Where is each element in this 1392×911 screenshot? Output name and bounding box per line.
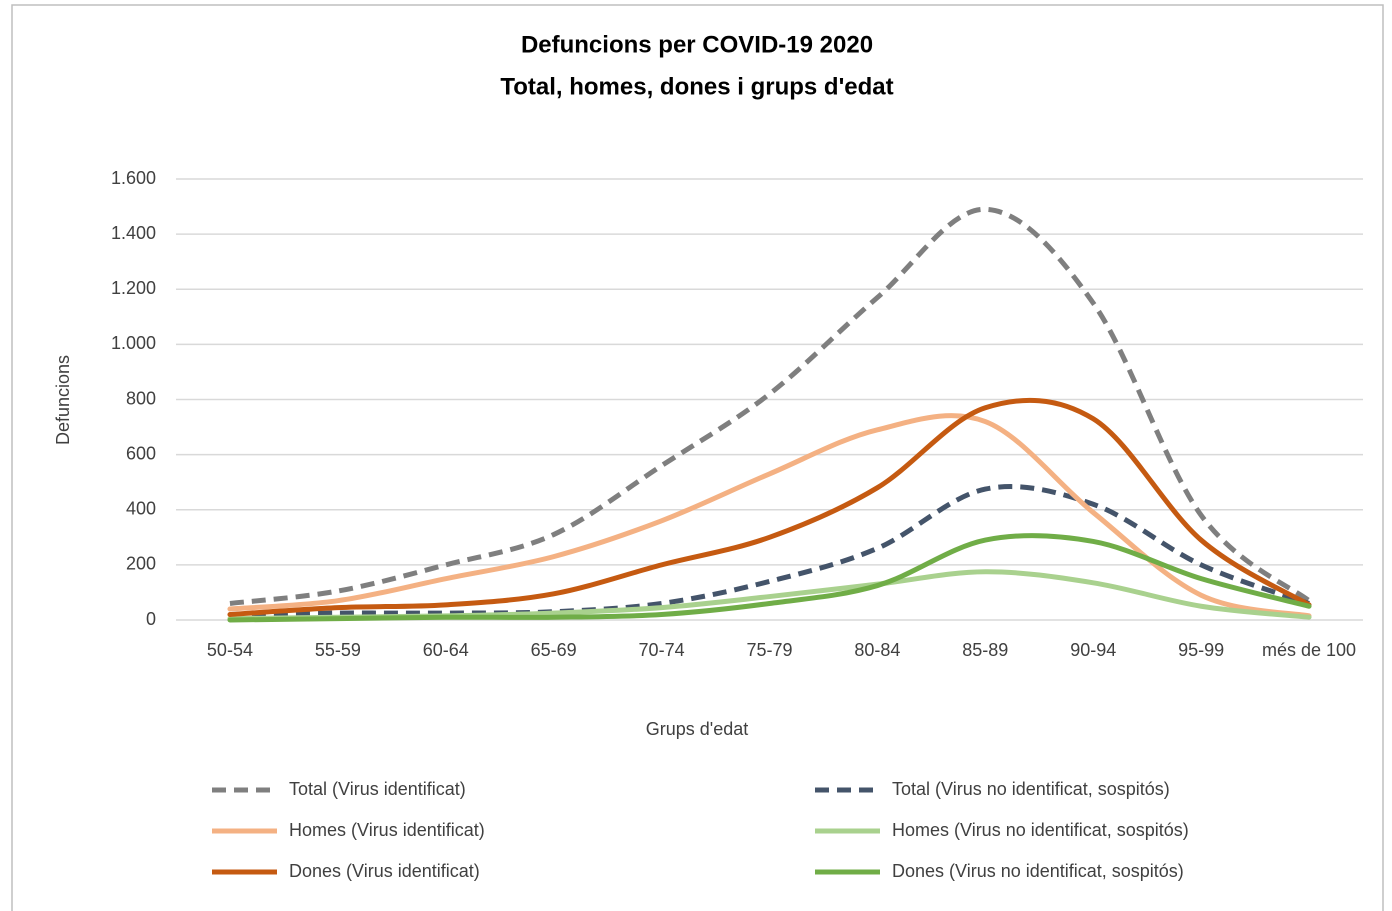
- x-tick-label: 90-94: [1070, 640, 1117, 660]
- x-tick-label: 65-69: [530, 640, 577, 660]
- series-line: [229, 206, 1311, 606]
- x-tick-label: 75-79: [746, 640, 793, 660]
- series-line: [229, 484, 1310, 617]
- x-tick-label: més de 100: [1262, 640, 1357, 660]
- x-tick-label: 70-74: [638, 640, 685, 660]
- x-tick-label: 50-54: [206, 640, 253, 660]
- series-line: [227, 533, 1312, 623]
- y-tick-label: 800: [126, 388, 156, 408]
- y-tick-label: 200: [126, 554, 156, 574]
- y-tick-label: 1.000: [111, 333, 156, 353]
- legend-label: Total (Virus identificat): [289, 779, 466, 799]
- series-line: [227, 413, 1312, 619]
- chart-border: [11, 4, 1384, 911]
- y-tick-label: 1.600: [111, 168, 156, 188]
- legend-label: Homes (Virus no identificat, sospitós): [892, 820, 1189, 840]
- legend-label: Homes (Virus identificat): [289, 820, 485, 840]
- x-tick-label: 60-64: [422, 640, 469, 660]
- x-tick-label: 55-59: [314, 640, 361, 660]
- y-tick-label: 0: [146, 609, 156, 629]
- legend-label: Dones (Virus no identificat, sospitós): [892, 861, 1184, 881]
- x-tick-label: 95-99: [1178, 640, 1225, 660]
- y-tick-label: 1.400: [111, 223, 156, 243]
- legend-label: Total (Virus no identificat, sospitós): [892, 779, 1170, 799]
- x-tick-label: 85-89: [962, 640, 1009, 660]
- y-axis-label: Defuncions: [53, 355, 73, 445]
- series-line: [227, 397, 1312, 617]
- chart-title: Defuncions per COVID-19 2020: [521, 31, 873, 58]
- x-tick-label: 80-84: [854, 640, 901, 660]
- y-tick-label: 600: [126, 443, 156, 463]
- y-tick-label: 400: [126, 499, 156, 519]
- chart-subtitle: Total, homes, dones i grups d'edat: [500, 73, 893, 100]
- y-tick-label: 1.200: [111, 278, 156, 298]
- legend-label: Dones (Virus identificat): [289, 861, 480, 881]
- x-axis-label: Grups d'edat: [646, 719, 749, 739]
